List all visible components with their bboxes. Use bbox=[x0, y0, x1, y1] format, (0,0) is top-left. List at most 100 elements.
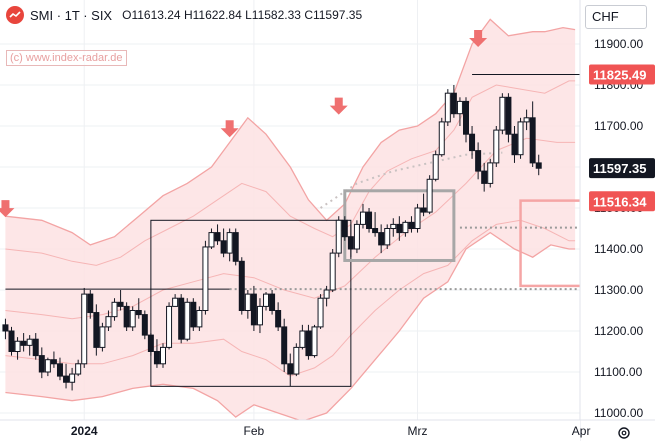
candle[interactable] bbox=[263, 292, 270, 311]
candle[interactable] bbox=[529, 101, 536, 167]
candle-body-up bbox=[311, 326, 318, 357]
candle[interactable] bbox=[535, 154, 542, 176]
candle[interactable] bbox=[402, 220, 409, 237]
candle[interactable] bbox=[475, 142, 482, 180]
candle[interactable] bbox=[384, 224, 391, 249]
down-arrow-icon bbox=[329, 97, 348, 115]
candle[interactable] bbox=[347, 224, 354, 258]
currency-selector[interactable]: CHF bbox=[585, 5, 647, 29]
candle[interactable] bbox=[450, 85, 457, 118]
candle[interactable] bbox=[323, 285, 330, 307]
candle[interactable] bbox=[141, 310, 148, 340]
candle[interactable] bbox=[378, 224, 385, 254]
candle[interactable] bbox=[123, 302, 130, 331]
candle[interactable] bbox=[105, 310, 112, 332]
candle[interactable] bbox=[329, 249, 336, 293]
candle[interactable] bbox=[372, 212, 379, 237]
candle[interactable] bbox=[75, 359, 82, 377]
candle[interactable] bbox=[250, 285, 257, 331]
candle[interactable] bbox=[220, 228, 227, 258]
candle[interactable] bbox=[44, 357, 51, 377]
candle[interactable] bbox=[505, 93, 512, 143]
candle[interactable] bbox=[481, 162, 488, 192]
candle[interactable] bbox=[281, 318, 288, 372]
candle[interactable] bbox=[414, 203, 421, 233]
candle[interactable] bbox=[99, 322, 106, 352]
candle[interactable] bbox=[129, 306, 136, 331]
candle[interactable] bbox=[56, 357, 63, 381]
candle[interactable] bbox=[493, 126, 500, 167]
candle[interactable] bbox=[287, 353, 294, 387]
candle[interactable] bbox=[511, 126, 518, 163]
candle[interactable] bbox=[93, 304, 100, 356]
candle[interactable] bbox=[208, 228, 215, 250]
candle[interactable] bbox=[147, 333, 154, 356]
candle[interactable] bbox=[20, 333, 27, 352]
candle[interactable] bbox=[190, 298, 197, 331]
candle[interactable] bbox=[214, 224, 221, 245]
candle[interactable] bbox=[269, 290, 276, 315]
candle[interactable] bbox=[38, 347, 45, 379]
candle[interactable] bbox=[420, 193, 427, 217]
candle[interactable] bbox=[523, 109, 530, 131]
candle[interactable] bbox=[487, 158, 494, 188]
candle[interactable] bbox=[63, 363, 70, 389]
candle[interactable] bbox=[81, 287, 88, 368]
candle[interactable] bbox=[463, 97, 469, 143]
candle[interactable] bbox=[311, 324, 318, 358]
candle[interactable] bbox=[341, 216, 348, 241]
candle[interactable] bbox=[135, 298, 142, 319]
candle[interactable] bbox=[432, 150, 439, 182]
candle[interactable] bbox=[238, 257, 245, 315]
candle[interactable] bbox=[390, 218, 397, 237]
candle[interactable] bbox=[8, 326, 15, 356]
candle[interactable] bbox=[160, 343, 166, 368]
candle-body-down bbox=[2, 324, 9, 332]
candle[interactable] bbox=[14, 337, 21, 360]
candle[interactable] bbox=[26, 335, 33, 356]
candles[interactable] bbox=[2, 85, 542, 391]
candle[interactable] bbox=[226, 228, 233, 262]
candle[interactable] bbox=[426, 175, 433, 215]
candle[interactable] bbox=[469, 126, 476, 159]
candle[interactable] bbox=[232, 228, 239, 266]
candle[interactable] bbox=[111, 298, 118, 321]
candle[interactable] bbox=[456, 97, 463, 126]
candle[interactable] bbox=[2, 318, 9, 340]
candle[interactable] bbox=[50, 351, 57, 368]
candle[interactable] bbox=[87, 290, 94, 319]
candle[interactable] bbox=[196, 306, 203, 331]
price-axis[interactable]: 11000.00 11100.00 11200.00 11300.00 11400.00… bbox=[579, 0, 655, 441]
candle[interactable] bbox=[275, 302, 282, 331]
time-axis[interactable]: 2024 Feb Mrz Apr bbox=[0, 419, 655, 441]
candle[interactable] bbox=[499, 93, 506, 135]
candle[interactable] bbox=[366, 208, 373, 233]
candle[interactable] bbox=[117, 290, 124, 311]
candle[interactable] bbox=[305, 324, 312, 360]
settings-gear-icon[interactable] bbox=[618, 427, 630, 439]
candle[interactable] bbox=[32, 333, 39, 360]
candle[interactable] bbox=[353, 220, 360, 254]
candle[interactable] bbox=[178, 294, 185, 344]
candle[interactable] bbox=[69, 367, 76, 391]
candle[interactable] bbox=[317, 294, 324, 329]
candle[interactable] bbox=[184, 298, 191, 342]
candle[interactable] bbox=[444, 89, 451, 126]
candle[interactable] bbox=[335, 216, 342, 258]
symbol-label[interactable]: SMI · 1T · SIX bbox=[30, 7, 113, 23]
candle[interactable] bbox=[517, 117, 524, 159]
candle[interactable] bbox=[153, 339, 160, 368]
candle[interactable] bbox=[244, 290, 251, 319]
candle-body-down bbox=[87, 293, 94, 314]
candle[interactable] bbox=[299, 324, 306, 350]
candle[interactable] bbox=[359, 203, 366, 229]
candle[interactable] bbox=[172, 294, 179, 307]
candle[interactable] bbox=[396, 216, 403, 241]
candle[interactable] bbox=[293, 343, 300, 377]
candle[interactable] bbox=[166, 302, 173, 350]
candle[interactable] bbox=[408, 216, 415, 233]
candle[interactable] bbox=[202, 240, 209, 315]
candle[interactable] bbox=[256, 298, 263, 334]
candle[interactable] bbox=[438, 117, 445, 157]
